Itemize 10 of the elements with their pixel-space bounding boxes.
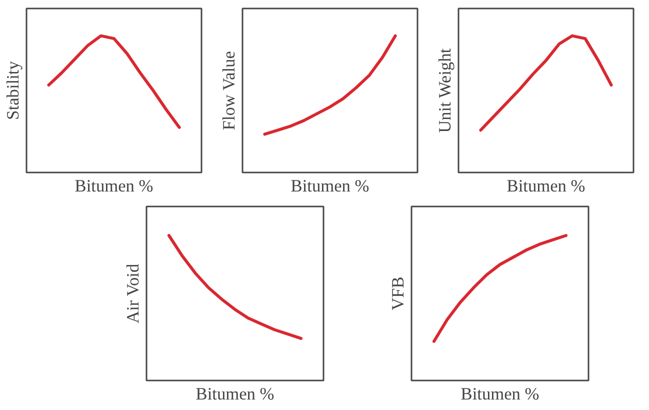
x-axis-title: Bitumen % xyxy=(196,384,274,404)
x-axis-title: Bitumen % xyxy=(290,176,370,196)
y-axis-title: Unit Weight xyxy=(436,48,454,133)
y-axis-title: Stability xyxy=(4,60,22,120)
y-axis-title: VFB xyxy=(388,276,408,310)
x-axis-title: Bitumen % xyxy=(460,384,540,404)
x-axis-title: Bitumen % xyxy=(74,176,154,196)
x-axis-title: Bitumen % xyxy=(506,176,586,196)
y-axis-title: Air Void xyxy=(124,264,142,324)
y-axis-title: Flow Value xyxy=(220,50,238,130)
